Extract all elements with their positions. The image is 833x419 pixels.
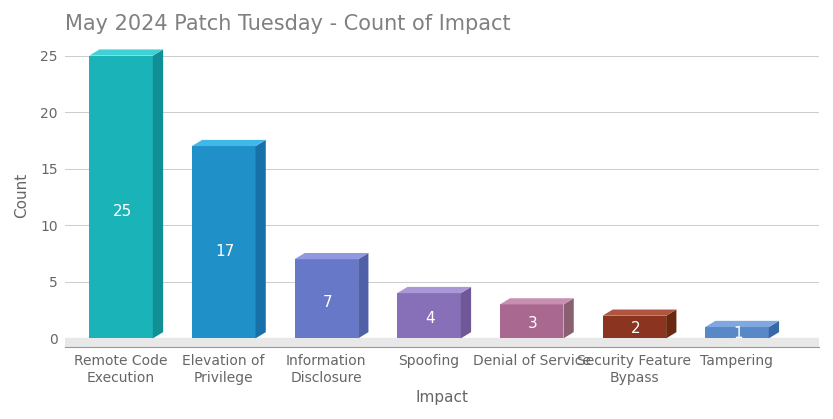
Text: 4: 4 bbox=[425, 310, 435, 326]
Polygon shape bbox=[295, 253, 368, 259]
Polygon shape bbox=[89, 49, 163, 56]
Polygon shape bbox=[295, 259, 358, 339]
Polygon shape bbox=[706, 321, 779, 327]
Text: 7: 7 bbox=[322, 295, 332, 310]
Polygon shape bbox=[358, 253, 368, 339]
X-axis label: Impact: Impact bbox=[416, 390, 468, 405]
Polygon shape bbox=[602, 316, 666, 339]
Text: 1: 1 bbox=[733, 326, 743, 341]
Polygon shape bbox=[563, 298, 574, 339]
Y-axis label: Count: Count bbox=[14, 173, 29, 218]
Bar bbox=[65, 339, 819, 347]
Polygon shape bbox=[602, 310, 676, 316]
Text: 25: 25 bbox=[112, 204, 132, 219]
Text: 17: 17 bbox=[215, 244, 234, 259]
Polygon shape bbox=[397, 293, 461, 339]
Text: 3: 3 bbox=[528, 316, 537, 331]
Polygon shape bbox=[397, 287, 471, 293]
Text: 2: 2 bbox=[631, 321, 641, 336]
Text: May 2024 Patch Tuesday - Count of Impact: May 2024 Patch Tuesday - Count of Impact bbox=[65, 14, 510, 34]
Polygon shape bbox=[256, 140, 266, 339]
Polygon shape bbox=[500, 298, 574, 305]
Polygon shape bbox=[769, 321, 779, 339]
Polygon shape bbox=[192, 140, 266, 146]
Polygon shape bbox=[89, 56, 153, 339]
Polygon shape bbox=[192, 146, 256, 339]
Polygon shape bbox=[500, 305, 563, 339]
Polygon shape bbox=[153, 49, 163, 339]
Polygon shape bbox=[461, 287, 471, 339]
Polygon shape bbox=[706, 327, 769, 339]
Polygon shape bbox=[666, 310, 676, 339]
